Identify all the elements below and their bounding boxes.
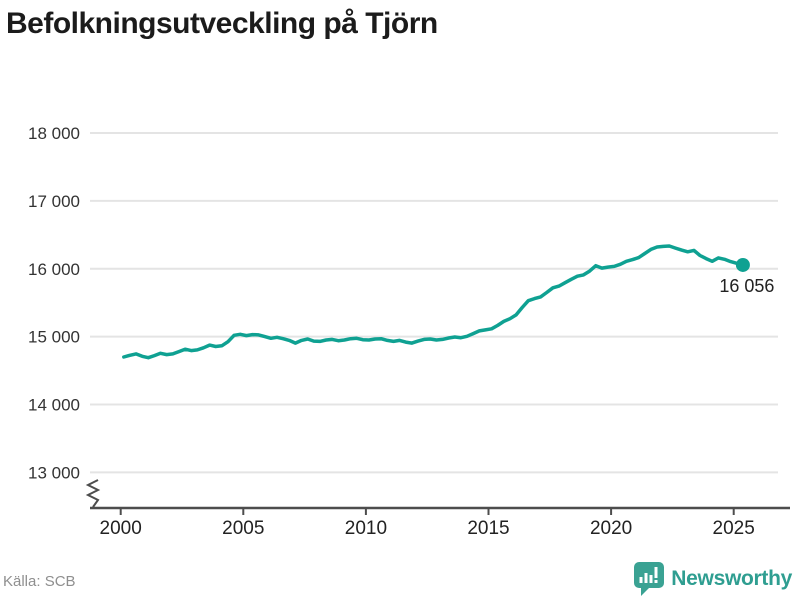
x-axis-tick-label: 2005 <box>222 518 264 539</box>
x-axis-tick-label: 2025 <box>713 518 755 539</box>
population-series-line <box>122 244 745 360</box>
x-axis-tick-label: 2010 <box>345 518 387 539</box>
y-axis-tick-label: 16 000 <box>28 260 80 279</box>
newsworthy-brand[interactable]: Newsworthy <box>634 562 792 596</box>
y-axis-tick-label: 13 000 <box>28 463 80 482</box>
last-value-dot <box>735 257 750 272</box>
y-axis-tick-label: 14 000 <box>28 396 80 415</box>
y-axis-break-icon <box>85 479 101 508</box>
newsworthy-brand-name: Newsworthy <box>671 567 792 590</box>
newsworthy-logo-icon <box>634 562 665 596</box>
source-note: Källa: SCB <box>3 573 76 590</box>
y-axis-tick-label: 18 000 <box>28 124 80 143</box>
chart-title: Befolkningsutveckling på Tjörn <box>6 7 438 40</box>
x-axis-tick-label: 2020 <box>590 518 632 539</box>
last-value-label: 16 056 <box>719 276 774 296</box>
x-axis-tick-label: 2015 <box>467 518 509 539</box>
y-axis-tick-label: 17 000 <box>28 192 80 211</box>
x-axis-tick-label: 2000 <box>100 518 142 539</box>
y-axis-tick-label: 15 000 <box>28 328 80 347</box>
